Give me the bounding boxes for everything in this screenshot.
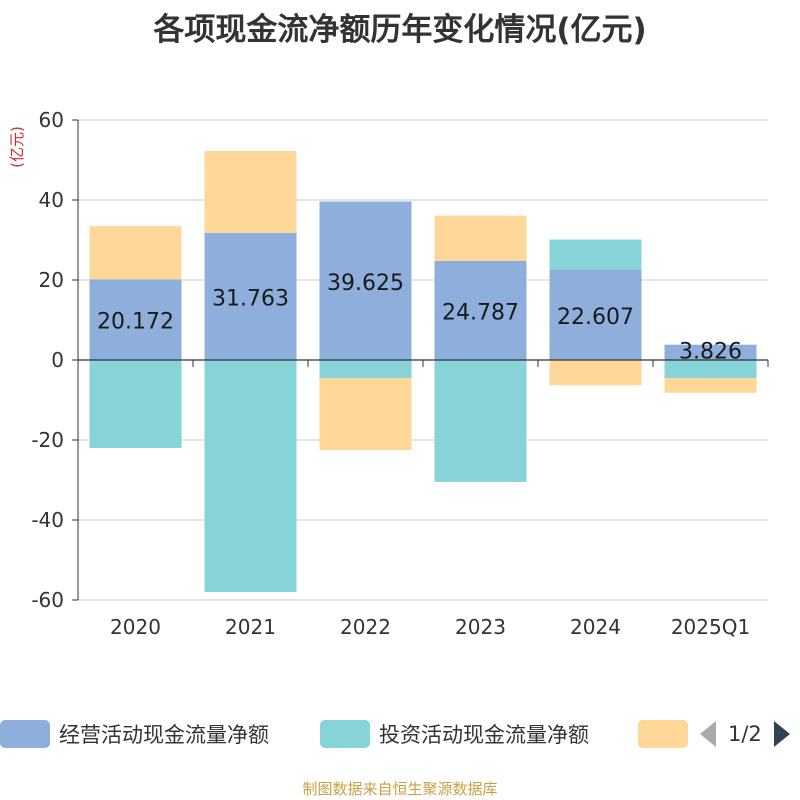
bar-investing-2023 bbox=[434, 360, 527, 482]
y-axis-label: (亿元) bbox=[8, 126, 26, 168]
x-tick-label-2022: 2022 bbox=[340, 615, 391, 639]
y-tick-label--20: -20 bbox=[31, 428, 64, 452]
x-tick-label-2025Q1: 2025Q1 bbox=[671, 615, 750, 639]
y-tick-label-20: 20 bbox=[39, 268, 64, 292]
chart-title: 各项现金流净额历年变化情况(亿元) bbox=[153, 12, 647, 48]
bar-operating-2023 bbox=[434, 260, 527, 360]
data-label-2021: 31.763 bbox=[212, 286, 289, 311]
data-label-2020: 20.172 bbox=[97, 310, 174, 335]
bar-operating-2020 bbox=[89, 279, 182, 360]
legend-label-operating: 经营活动现金流量净额 bbox=[59, 723, 269, 747]
data-label-2023: 24.787 bbox=[442, 300, 519, 325]
bar-financing-2024 bbox=[549, 360, 642, 386]
legend-item-operating[interactable]: 经营活动现金流量净额 bbox=[0, 716, 269, 752]
legend-page-indicator: 1/2 bbox=[728, 722, 762, 746]
legend-swatch-financing bbox=[638, 720, 688, 748]
legend-item-financing[interactable] bbox=[638, 716, 688, 752]
bar-financing-2022 bbox=[319, 378, 412, 450]
y-tick-label--60: -60 bbox=[31, 588, 64, 612]
legend-label-investing: 投资活动现金流量净额 bbox=[379, 723, 589, 747]
y-tick-label--40: -40 bbox=[31, 508, 64, 532]
bar-operating-2022 bbox=[319, 201, 412, 360]
legend-next-icon[interactable] bbox=[773, 721, 790, 747]
bar-investing-2021 bbox=[204, 360, 297, 592]
data-label-2022: 39.625 bbox=[327, 271, 404, 296]
y-tick-label-40: 40 bbox=[39, 188, 64, 212]
x-tick-label-2021: 2021 bbox=[225, 615, 276, 639]
bar-operating-2025Q1 bbox=[664, 344, 757, 360]
legend: 经营活动现金流量净额 投资活动现金流量净额 1/2 bbox=[0, 716, 800, 756]
y-tick-label-60: 60 bbox=[39, 108, 64, 132]
cash-flow-chart: 60 40 20 0 -20 -40 -60 (亿元) 20.172 2020 31.763 2021… bbox=[8, 108, 769, 639]
legend-pager: 1/2 bbox=[700, 716, 790, 752]
x-tick-label-2023: 2023 bbox=[455, 615, 506, 639]
bar-operating-2021 bbox=[204, 232, 297, 360]
y-tick-label-0: 0 bbox=[51, 348, 64, 372]
data-label-2024: 22.607 bbox=[557, 305, 634, 330]
legend-swatch-operating bbox=[0, 720, 50, 748]
legend-item-investing[interactable]: 投资活动现金流量净额 bbox=[320, 716, 589, 752]
legend-swatch-investing bbox=[320, 720, 370, 748]
bar-investing-2024 bbox=[549, 239, 642, 270]
bar-financing-2021 bbox=[204, 150, 297, 233]
bar-operating-2024 bbox=[549, 269, 642, 360]
bar-investing-2022 bbox=[319, 360, 412, 378]
bar-financing-2023 bbox=[434, 215, 527, 261]
data-label-2025Q1: 3.826 bbox=[679, 340, 742, 365]
source-note: 制图数据来自恒生聚源数据库 bbox=[302, 780, 498, 798]
bar-financing-2025Q1 bbox=[664, 378, 757, 393]
bar-investing-2020 bbox=[89, 360, 182, 448]
bar-investing-2025Q1 bbox=[664, 360, 757, 378]
legend-prev-icon[interactable] bbox=[700, 721, 716, 747]
x-tick-label-2020: 2020 bbox=[110, 615, 161, 639]
bar-financing-2020 bbox=[89, 226, 182, 280]
x-tick-label-2024: 2024 bbox=[570, 615, 621, 639]
